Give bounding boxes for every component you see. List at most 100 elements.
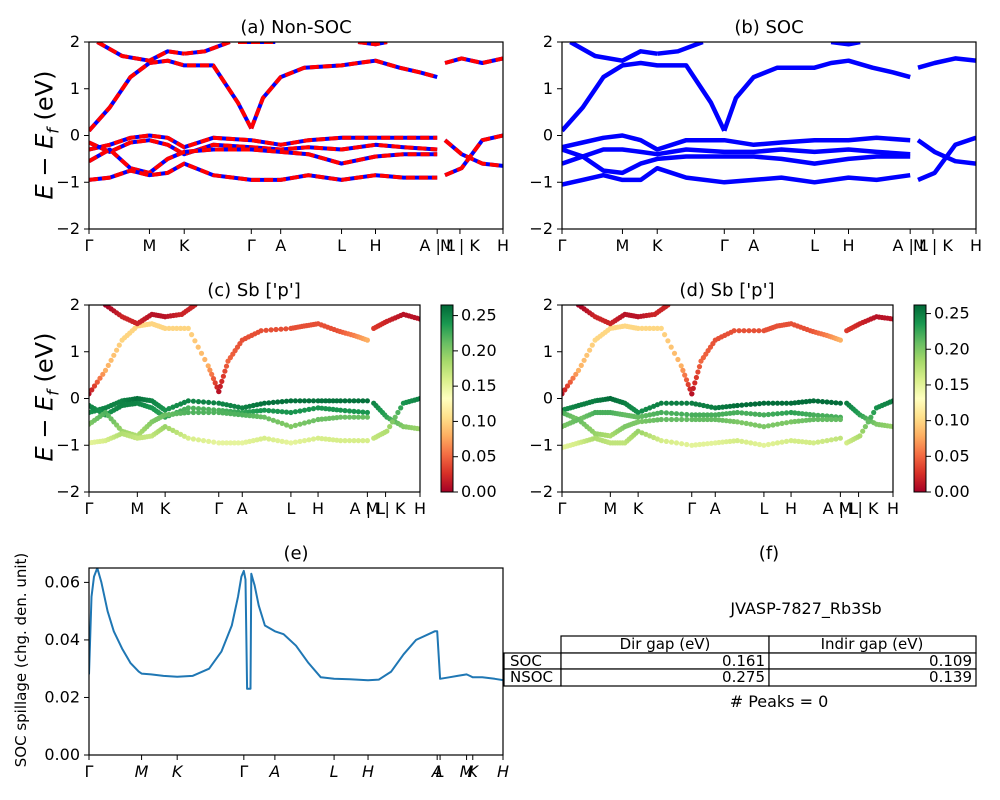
band-point [212, 380, 218, 386]
axes-frame [561, 304, 894, 493]
band-ylabel-top: E − Ef (eV) [30, 71, 62, 200]
band-point [761, 442, 767, 448]
x-tick-label: Γ [239, 762, 248, 781]
x-tick-label: A | L [892, 236, 928, 255]
band-point [114, 347, 120, 353]
colorbar-tick-label: 0.20 [934, 339, 970, 358]
band-point [166, 411, 172, 418]
x-tick-label: L [337, 236, 346, 255]
band-point [770, 411, 776, 417]
band-line-soc [917, 56, 976, 70]
band-point [346, 408, 353, 414]
band-point [639, 418, 645, 425]
x-tick-label: M [616, 236, 630, 255]
band-point [824, 399, 830, 405]
band-point [765, 441, 772, 448]
band-point [283, 398, 290, 404]
table-cell: 0.275 [722, 668, 765, 686]
band-ylabel-mid: E − Ef (eV) [30, 333, 62, 462]
band-point [639, 408, 645, 414]
band-point [700, 441, 707, 447]
band-line-soc [722, 58, 911, 132]
x-tick-label: M [135, 762, 149, 781]
band-point [792, 418, 798, 425]
plot-area-c [89, 305, 420, 446]
band-point [765, 400, 772, 406]
band-point [779, 400, 785, 406]
band-point [210, 376, 217, 382]
band-point [680, 367, 686, 373]
band-point [297, 408, 303, 414]
x-tick-label: H [497, 762, 509, 781]
band-line-soc [562, 165, 911, 187]
band-line-soc [89, 147, 438, 175]
band-point [819, 399, 826, 405]
band-point [819, 438, 826, 444]
band-point [697, 412, 703, 418]
x-tick-label: A [237, 499, 248, 518]
band-point [89, 387, 95, 393]
band-point [346, 398, 353, 404]
band-point [700, 412, 707, 418]
band-point [739, 438, 745, 444]
y-tick-label: 2 [543, 295, 553, 314]
band-point [739, 410, 745, 416]
x-tick-label: H [362, 762, 374, 781]
band-point [647, 412, 653, 418]
band-line-nonsoc [89, 133, 438, 152]
band-point [654, 325, 661, 331]
band-point [364, 398, 370, 404]
y-tick-label: −1 [529, 172, 553, 191]
colorbar-tick-label: 0.05 [934, 446, 970, 465]
band-line-nonsoc [444, 133, 503, 178]
band-point [708, 412, 714, 418]
band-point [792, 438, 798, 444]
band-point [283, 409, 290, 415]
band-point [223, 363, 230, 369]
band-point [799, 418, 805, 424]
band-point [323, 398, 329, 404]
y-tick-label: 0 [70, 126, 80, 145]
colorbar-d [913, 304, 927, 493]
x-tick-label: L [286, 499, 295, 518]
band-point [682, 372, 688, 378]
band-point [663, 410, 670, 416]
band-point [746, 328, 752, 334]
band-point [748, 401, 754, 407]
x-tick-label: H [887, 499, 899, 518]
band-point [174, 411, 180, 417]
band-point [178, 325, 184, 331]
band-point [811, 416, 817, 423]
band-point [708, 440, 714, 446]
band-point [91, 383, 98, 389]
colorbar-c [440, 304, 454, 493]
y-tick-label: −1 [56, 172, 80, 191]
band-point [567, 379, 573, 385]
band-point [178, 410, 184, 416]
band-point [206, 438, 212, 444]
band-point [811, 440, 817, 446]
band-point [301, 407, 308, 413]
band-point [268, 327, 274, 333]
band-point [190, 436, 196, 442]
band-point [301, 398, 308, 404]
x-tick-label: K [468, 762, 480, 781]
band-point [222, 368, 228, 374]
band-point [663, 416, 670, 423]
band-point [748, 411, 754, 417]
colorbar-tick-label: 0.15 [461, 376, 497, 395]
band-point [185, 409, 191, 416]
x-tick-label: Γ [247, 236, 256, 255]
table-row-label: SOC [510, 652, 542, 670]
band-point [828, 399, 835, 405]
plot-area-a [89, 42, 503, 182]
band-point [279, 399, 285, 405]
band-point [342, 438, 348, 444]
band-line-soc [830, 42, 861, 47]
band-point [97, 375, 103, 381]
band-point [635, 325, 641, 331]
band-point [651, 417, 657, 423]
x-tick-label: L [759, 499, 768, 518]
band-point [273, 326, 279, 333]
x-tick-label: Γ [214, 499, 223, 518]
